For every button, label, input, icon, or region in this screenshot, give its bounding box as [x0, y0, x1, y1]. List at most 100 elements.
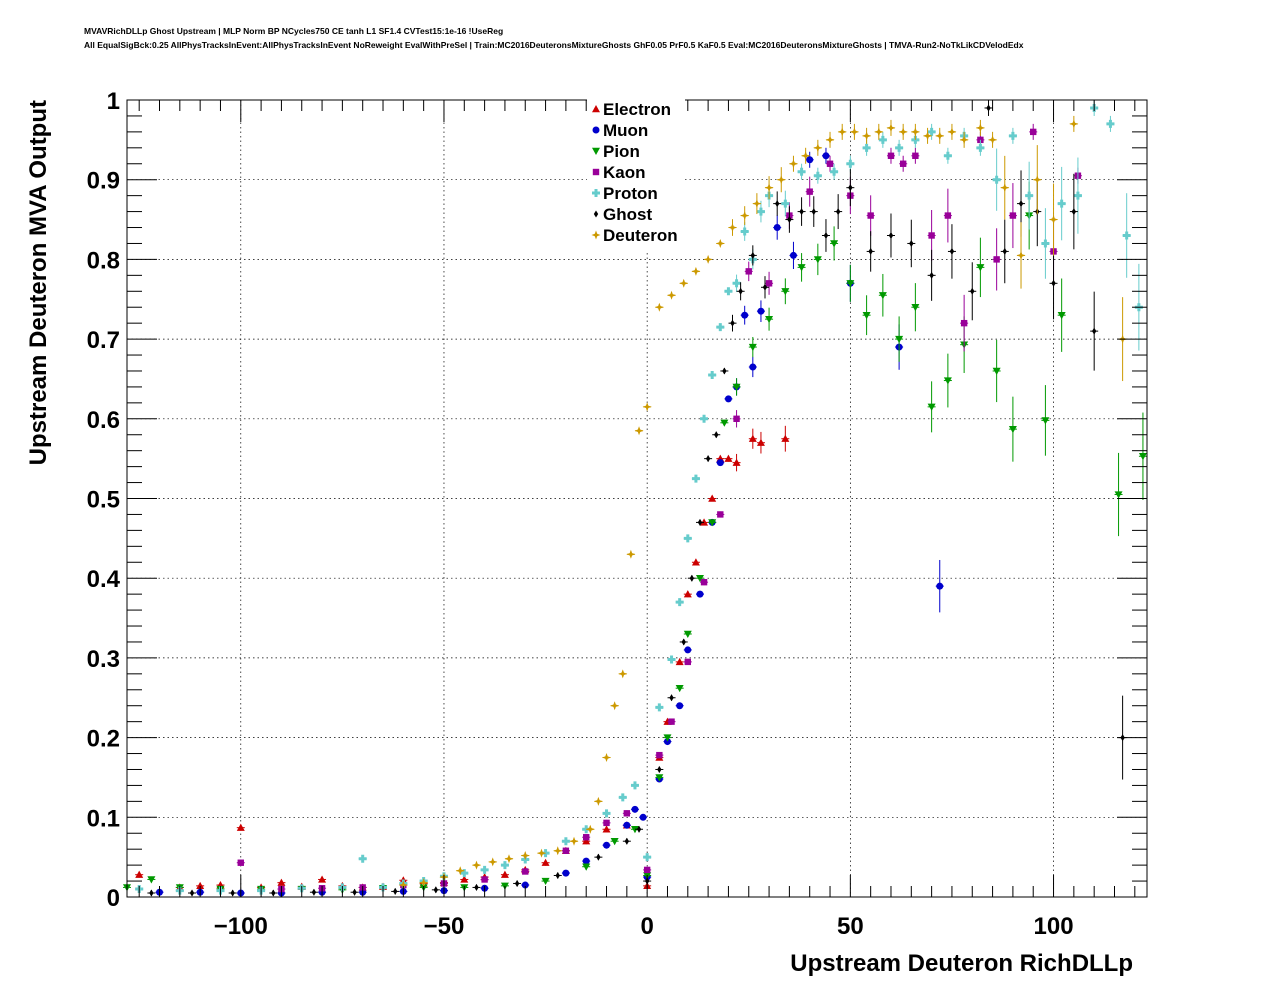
- data-point: [541, 877, 550, 886]
- data-point: [582, 837, 591, 845]
- data-point: [992, 367, 1001, 375]
- data-point: [895, 143, 904, 152]
- data-point: [393, 887, 398, 895]
- data-point: [689, 574, 695, 582]
- data-point: [669, 694, 674, 702]
- data-point: [358, 854, 367, 863]
- data-point: [1002, 247, 1007, 255]
- data-point: [667, 655, 676, 664]
- data-point: [500, 870, 509, 878]
- series-deuteron: [398, 115, 1128, 890]
- data-point: [741, 311, 749, 319]
- y-tick-label: 0: [107, 885, 120, 912]
- data-point: [993, 256, 1000, 263]
- data-point: [1032, 175, 1042, 185]
- legend-label: Pion: [603, 142, 640, 161]
- data-point: [895, 335, 904, 344]
- data-point: [797, 264, 806, 272]
- data-point: [806, 188, 813, 195]
- data-point: [813, 171, 822, 180]
- legend-label: Kaon: [603, 163, 646, 182]
- data-point: [878, 135, 887, 144]
- data-point: [230, 889, 235, 897]
- data-point: [705, 455, 711, 463]
- data-point: [419, 878, 429, 888]
- data-point: [928, 232, 935, 239]
- data-point: [756, 207, 765, 216]
- data-point: [765, 280, 773, 287]
- data-point: [398, 880, 408, 890]
- data-point: [602, 753, 612, 763]
- data-point: [684, 658, 691, 666]
- x-tick-label: −100: [214, 913, 268, 940]
- data-point: [610, 701, 620, 711]
- data-point: [618, 669, 628, 679]
- data-point: [862, 131, 872, 141]
- data-point: [553, 846, 563, 856]
- data-point: [626, 549, 636, 559]
- data-point: [1069, 119, 1079, 129]
- legend-box: [587, 99, 685, 250]
- data-point: [562, 869, 570, 877]
- legend-marker: [592, 189, 600, 197]
- data-point: [867, 212, 874, 219]
- data-point: [1073, 191, 1082, 200]
- data-point: [657, 765, 662, 773]
- data-point: [757, 307, 765, 315]
- data-point: [787, 216, 792, 224]
- data-point: [675, 598, 684, 607]
- data-point: [1057, 311, 1066, 320]
- data-point: [949, 247, 955, 255]
- data-point: [624, 837, 630, 845]
- data-point: [562, 847, 570, 854]
- data-point: [732, 279, 741, 288]
- data-point: [976, 264, 985, 272]
- data-point: [960, 319, 968, 327]
- data-point: [899, 160, 907, 167]
- series-muon: [155, 147, 944, 897]
- data-point: [732, 383, 741, 391]
- data-point: [679, 278, 689, 288]
- data-point: [634, 426, 644, 436]
- data-point: [1009, 212, 1017, 219]
- data-point: [943, 377, 952, 385]
- legend: Electron Muon Pion Kaon Proton Ghost Deuteron: [587, 99, 685, 250]
- data-point: [862, 143, 871, 152]
- data-point: [773, 224, 781, 232]
- x-tick-label: 0: [640, 913, 653, 940]
- y-tick-label: 0.1: [87, 805, 120, 832]
- data-point: [1008, 425, 1017, 434]
- y-tick-label: 0.5: [87, 487, 120, 514]
- data-point: [504, 854, 514, 864]
- data-point: [455, 866, 465, 876]
- data-point: [862, 311, 871, 320]
- data-point: [1057, 199, 1066, 208]
- data-point: [727, 223, 737, 233]
- data-point: [774, 200, 780, 208]
- data-point: [708, 370, 717, 379]
- data-point: [675, 657, 684, 666]
- data-point: [520, 851, 530, 861]
- data-point: [1091, 327, 1097, 335]
- data-point: [720, 419, 729, 427]
- data-point: [643, 853, 652, 862]
- legend-marker: [592, 168, 600, 176]
- legend-label: Proton: [603, 184, 658, 203]
- data-point: [583, 834, 590, 841]
- y-tick-label: 1: [107, 88, 120, 115]
- data-point: [655, 774, 664, 782]
- data-point: [636, 825, 642, 833]
- data-point: [593, 796, 603, 806]
- data-point: [683, 534, 692, 543]
- data-point: [788, 159, 798, 169]
- data-point: [811, 208, 816, 216]
- data-point: [514, 879, 520, 887]
- data-point: [522, 868, 529, 875]
- data-point: [722, 367, 727, 375]
- data-point: [623, 821, 631, 829]
- data-point: [675, 684, 684, 693]
- legend-marker: [591, 230, 601, 240]
- data-point: [596, 853, 601, 861]
- data-point: [135, 870, 144, 878]
- data-point: [797, 167, 806, 176]
